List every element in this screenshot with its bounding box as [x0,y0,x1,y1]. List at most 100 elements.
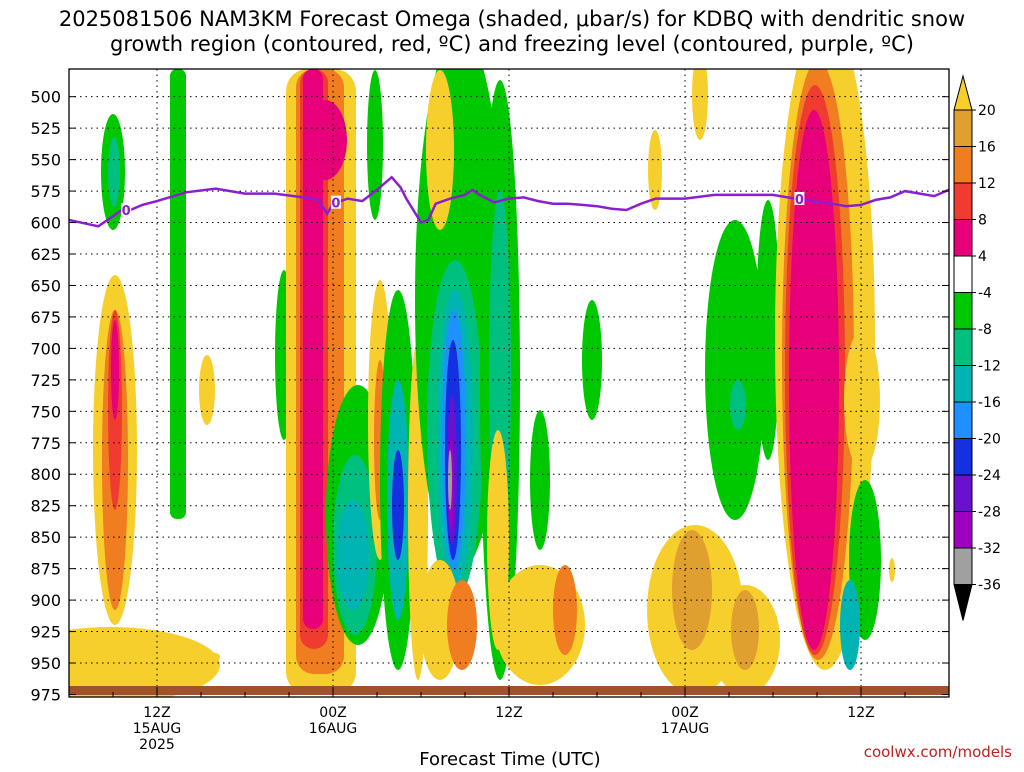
colorbar-tick-label: -20 [978,432,1001,448]
omega-region [170,69,186,519]
colorbar-tick-label: 20 [978,103,996,119]
colorbar-segment [953,292,973,330]
omega-region [844,330,880,470]
time-tick-label: 15AUG [133,721,182,737]
colorbar-tick-label: -32 [978,541,1001,557]
freezing-level-label: 0 [331,197,340,212]
omega-region [303,100,347,180]
omega-region [705,220,765,520]
colorbar-tick-label: 12 [978,176,996,192]
colorbar-segment [953,182,973,220]
omega-region [199,355,215,425]
omega-region [840,580,860,670]
colorbar-segment [953,255,973,293]
pressure-tick-label: 700 [30,339,61,358]
time-tick-label: 00Z [319,705,346,721]
time-tick-label: 17AUG [661,721,710,737]
pressure-tick-label: 550 [30,151,61,170]
omega-region [582,300,602,420]
time-tick-label: 16AUG [309,721,358,737]
colorbar-tick-label: 8 [978,213,987,229]
x-axis-label: Forecast Time (UTC) [419,749,600,768]
colorbar-tick-label: 16 [978,140,996,156]
omega-region [426,70,454,230]
colorbar-segment [953,109,973,147]
pressure-axis: 500 525 550 575 600 625 650 675 700 725 750 775 800 8… [30,88,949,704]
time-tick-label: 12Z [847,705,874,721]
time-tick-label: 12Z [143,705,170,721]
pressure-tick-label: 800 [30,465,61,484]
chart-title-line-1: 2025081506 NAM3KM Forecast Omega (shaded… [59,7,965,31]
pressure-tick-label: 825 [30,497,61,516]
colorbar-tick-label: -4 [978,286,992,302]
omega-region [730,380,746,430]
time-tick-label: 12Z [495,705,522,721]
freezing-level-label: 0 [122,204,131,219]
omega-region [337,500,369,610]
colorbar-segment [953,474,973,512]
omega-region [530,410,550,550]
omega-region [648,130,662,210]
omega-region [367,70,383,220]
pressure-tick-label: 975 [30,685,61,704]
colorbar-segment [953,438,973,476]
time-tick-label: 2025 [139,737,175,753]
omega-region [553,565,577,655]
pressure-tick-label: 950 [30,654,61,673]
omega-region [303,69,323,629]
colorbar-tick-label: 4 [978,249,987,265]
colorbar-segment [953,401,973,439]
omega-region [692,69,708,140]
omega-region [448,450,452,510]
pressure-tick-label: 775 [30,434,61,453]
colorbar-tick-label: -36 [978,578,1001,594]
time-gridlines [156,69,862,697]
pressure-tick-label: 875 [30,560,61,579]
omega-region [108,137,120,207]
colorbar-segment [953,584,973,621]
omega-region [392,450,404,560]
omega-shaded-field [69,69,895,697]
freezing-level-label-background [330,195,341,209]
site-credit: coolwx.com/models [864,743,1012,761]
freezing-level-line [69,175,949,228]
pressure-tick-label: 850 [30,528,61,547]
colorbar-tick-label: -24 [978,468,1001,484]
chart-title-line-2: growth region (contoured, red, ºC) and f… [110,32,914,56]
omega-region [210,653,220,661]
colorbar-tick-label: -16 [978,395,1001,411]
omega-region [447,580,477,670]
omega-region [889,558,895,582]
colorbar-segment [953,328,973,366]
colorbar-tick-label: -12 [978,359,1001,375]
freezing-level-label-background [121,203,132,217]
colorbar-tick-label: -8 [978,322,992,338]
time-tick-label: 00Z [671,705,698,721]
colorbar-segment [953,511,973,549]
colorbar-tick-label: -28 [978,505,1001,521]
omega-region [756,200,780,460]
pressure-tick-label: 525 [30,119,61,138]
omega-region [789,110,839,650]
colorbar: 20 16 12 8 4 -4 -8 -12 -16 -20 -24 -28 -32 -36 [953,74,1001,621]
pressure-tick-label: 500 [30,88,61,107]
pressure-tick-label: 750 [30,402,61,421]
pressure-tick-label: 575 [30,182,61,201]
omega-region [69,627,220,697]
omega-region [111,320,119,420]
colorbar-segment [953,74,973,111]
pressure-tick-label: 725 [30,371,61,390]
freezing-level-label-background [794,191,805,205]
pressure-tick-label: 600 [30,214,61,233]
pressure-tick-label: 675 [30,308,61,327]
colorbar-segment [953,547,973,585]
pressure-tick-label: 625 [30,245,61,264]
colorbar-segment [953,365,973,403]
omega-region [672,530,712,650]
pressure-tick-label: 925 [30,623,61,642]
freezing-level-labels: 0 0 0 [121,191,805,219]
pressure-tick-label: 900 [30,591,61,610]
